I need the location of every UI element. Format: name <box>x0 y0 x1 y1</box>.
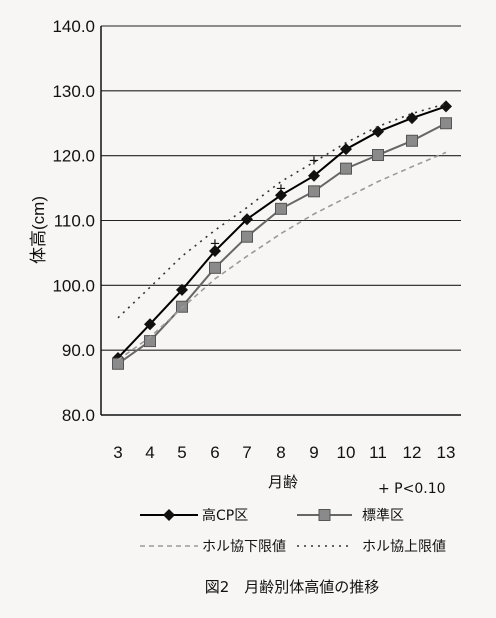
data-point-square <box>112 357 124 370</box>
data-point-diamond <box>308 169 320 182</box>
data-point-diamond <box>406 112 418 125</box>
x-tick-label: 7 <box>242 443 251 462</box>
x-tick-label: 5 <box>177 443 186 462</box>
data-point-square <box>340 162 352 175</box>
x-tick-label: 4 <box>145 443 154 462</box>
y-tick-label: 140.0 <box>52 17 95 36</box>
x-tick-label: 8 <box>276 443 285 462</box>
x-axis-ticks: 3 4 5 6 7 8 9 10 11 12 13 <box>113 443 455 462</box>
y-tick-label: 80.0 <box>62 406 95 425</box>
significance-note: + P<0.10 <box>378 481 446 497</box>
legend-label: 標準区 <box>362 508 404 524</box>
data-point-diamond <box>372 125 384 138</box>
x-tick-label: 6 <box>210 443 219 462</box>
gridlines <box>101 25 461 351</box>
data-point-square <box>275 202 287 215</box>
y-axis-label: 体高(cm) <box>29 196 48 264</box>
legend-label: ホル協下限値 <box>202 539 286 555</box>
data-point-diamond <box>209 244 221 257</box>
legend-marker-diamond <box>163 509 175 521</box>
data-point-square <box>440 117 452 130</box>
y-tick-label: 120.0 <box>52 147 95 166</box>
data-point-square <box>241 230 253 243</box>
data-point-diamond <box>275 189 287 202</box>
data-point-square <box>372 149 384 162</box>
series-group <box>112 100 452 370</box>
x-tick-label: 9 <box>309 443 318 462</box>
series-line-1 <box>117 122 447 365</box>
legend-label: 高CP区 <box>202 507 248 524</box>
y-tick-label: 130.0 <box>52 82 95 101</box>
x-axis-label: 月齢 <box>268 473 298 491</box>
y-tick-label: 110.0 <box>54 212 95 231</box>
x-tick-label: 13 <box>437 443 456 462</box>
x-tick-label: 12 <box>403 443 422 462</box>
chart-title: 図2 月齢別体高値の推移 <box>205 578 380 596</box>
series-line-3 <box>117 103 447 319</box>
y-tick-label: 100.0 <box>52 276 95 295</box>
legend-label: ホル協上限値 <box>362 539 446 555</box>
data-point-diamond <box>144 318 156 331</box>
significance-marks: + + + + <box>210 140 351 253</box>
significance-mark: + <box>276 179 286 198</box>
x-tick-label: 10 <box>337 443 356 462</box>
data-point-square <box>176 300 188 313</box>
data-point-diamond <box>176 283 188 296</box>
significance-mark: + <box>210 234 220 253</box>
y-tick-label: 90.0 <box>62 341 95 360</box>
legend-marker-square <box>318 509 331 521</box>
significance-mark: + <box>341 140 351 159</box>
data-point-diamond <box>340 143 352 156</box>
data-point-square <box>406 134 418 147</box>
significance-mark: + <box>309 151 319 170</box>
data-point-square <box>144 335 156 348</box>
data-point-diamond <box>440 100 452 113</box>
data-point-diamond <box>241 213 253 226</box>
x-tick-label: 11 <box>369 443 387 462</box>
data-point-square <box>308 185 320 198</box>
data-point-square <box>209 261 221 274</box>
x-tick-label: 3 <box>113 443 122 462</box>
y-axis-ticks: 80.0 90.0 100.0 110.0 120.0 130.0 140.0 <box>52 17 95 425</box>
